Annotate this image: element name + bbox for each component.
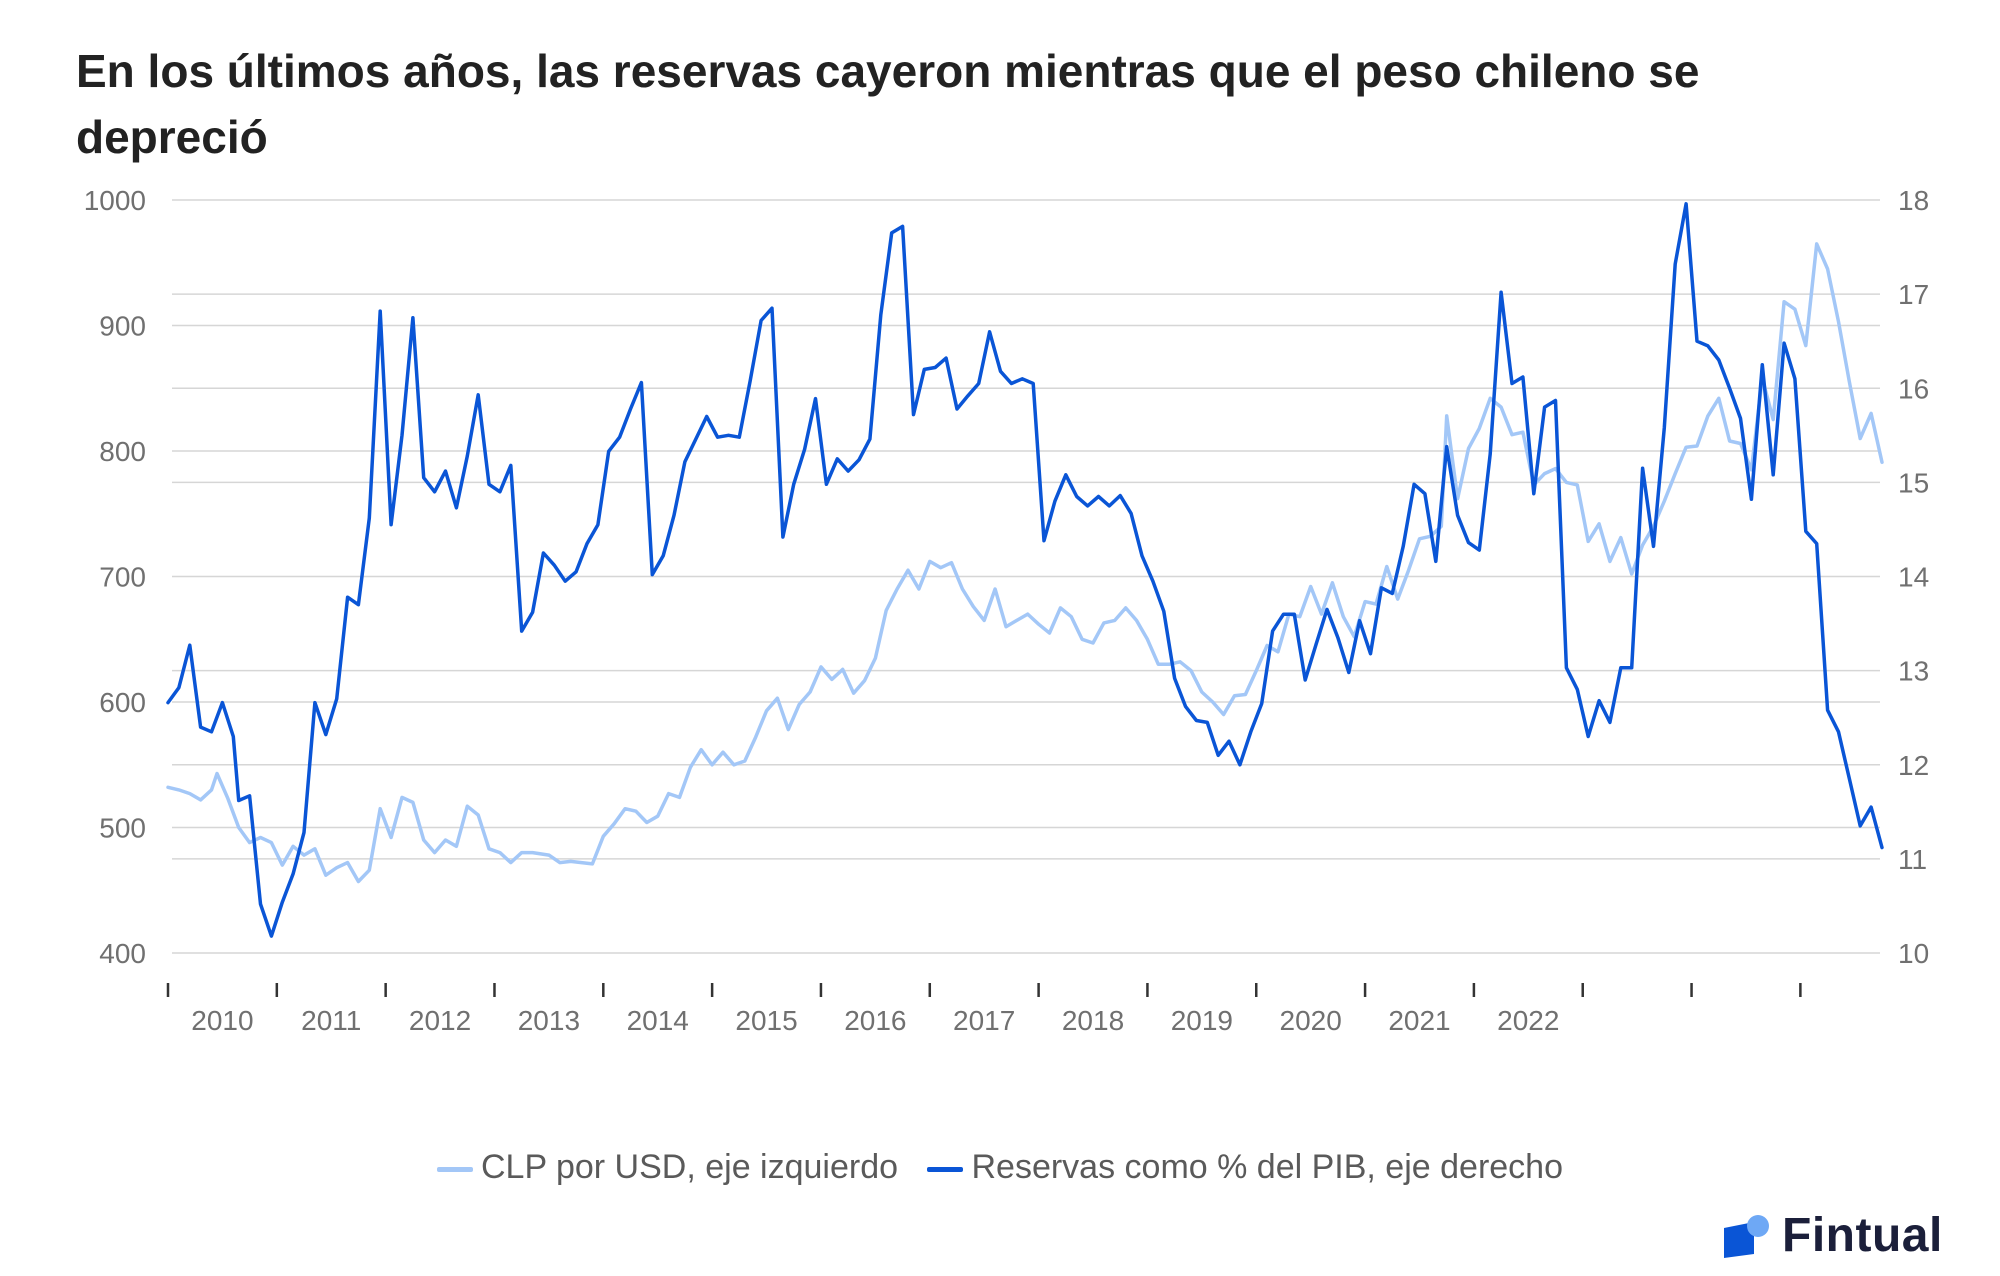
line-chart: 2010 2011 2012 2013 2014 2015 2016 2017 2018 2019… — [84, 185, 1929, 1036]
y-left-tick-label: 700 — [99, 562, 146, 593]
y-right-tick-label: 12 — [1898, 750, 1929, 781]
x-tick-label: 2021 — [1388, 1005, 1450, 1036]
x-tick-label: 2020 — [1280, 1005, 1342, 1036]
y-right-tick-label: 11 — [1898, 844, 1927, 875]
x-tick-label: 2014 — [627, 1005, 689, 1036]
legend-swatch-reserves — [927, 1166, 964, 1172]
x-tick-label: 2022 — [1497, 1005, 1559, 1036]
x-tick-label: 2018 — [1062, 1005, 1124, 1036]
y-left-tick-label: 400 — [99, 938, 146, 969]
x-tick-label: 2011 — [301, 1005, 361, 1036]
x-tick-label: 2010 — [191, 1005, 253, 1036]
chart-title: En los últimos años, las reservas cayero… — [76, 45, 1700, 163]
x-tick-label: 2012 — [409, 1005, 471, 1036]
series-line-reserves — [166, 202, 1884, 938]
legend-item-reserves[interactable]: Reservas como % del PIB, eje derecho — [927, 1148, 1563, 1187]
series-lines — [166, 202, 1884, 938]
legend-label-clp: CLP por USD, eje izquierdo — [481, 1148, 899, 1186]
y-right-tick-label: 18 — [1898, 185, 1929, 216]
x-tick-label: 2016 — [844, 1005, 906, 1036]
y-right-tick-label: 17 — [1898, 279, 1929, 310]
fintual-logo-icon — [1724, 1215, 1769, 1258]
y-right-tick-label: 13 — [1898, 656, 1929, 687]
x-axis: 2010 2011 2012 2013 2014 2015 2016 2017 2018 2019… — [166, 983, 1802, 1036]
y-right-tick-label: 16 — [1898, 373, 1929, 404]
x-tick-label: 2015 — [735, 1005, 797, 1036]
logo-text: Fintual — [1782, 1209, 1943, 1262]
y-axis-left: 400 500 600 700 800 900 1000 — [84, 185, 146, 969]
y-left-tick-label: 900 — [99, 311, 146, 342]
y-axis-right: 10 11 12 13 14 15 16 17 18 — [1898, 185, 1929, 969]
y-right-tick-label: 15 — [1898, 467, 1929, 498]
y-right-tick-label: 14 — [1898, 562, 1929, 593]
y-left-tick-label: 500 — [99, 813, 146, 844]
legend-swatch-clp — [437, 1166, 473, 1172]
legend-label-reserves: Reservas como % del PIB, eje derecho — [971, 1148, 1563, 1186]
legend: CLP por USD, eje izquierdo Reservas como… — [0, 1148, 2000, 1187]
x-tick-label: 2019 — [1171, 1005, 1233, 1036]
x-tick-label: 2013 — [518, 1005, 580, 1036]
series-line-clp — [166, 242, 1884, 884]
y-left-tick-label: 1000 — [84, 185, 146, 216]
y-left-tick-label: 600 — [99, 687, 146, 718]
y-left-tick-label: 800 — [99, 436, 146, 467]
legend-item-clp[interactable]: CLP por USD, eje izquierdo — [437, 1148, 898, 1187]
y-right-tick-label: 10 — [1898, 938, 1929, 969]
gridlines — [172, 199, 1880, 954]
x-tick-label: 2017 — [953, 1005, 1015, 1036]
